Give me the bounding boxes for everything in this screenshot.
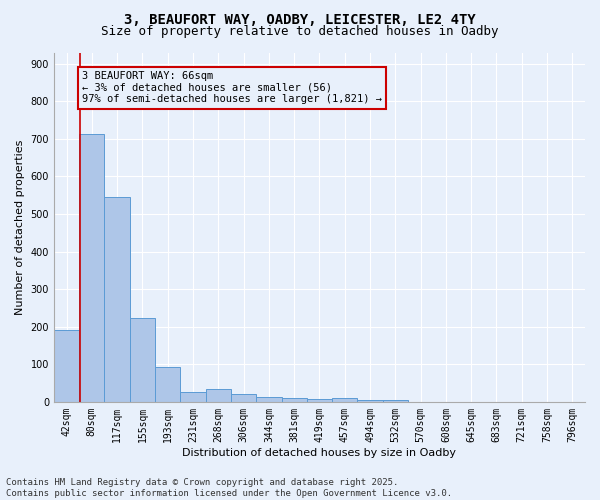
- Bar: [54, 330, 79, 402]
- Bar: [231, 394, 256, 402]
- Bar: [307, 399, 332, 402]
- Bar: [181, 392, 206, 402]
- Bar: [383, 400, 408, 402]
- Text: Size of property relative to detached houses in Oadby: Size of property relative to detached ho…: [101, 25, 499, 38]
- X-axis label: Distribution of detached houses by size in Oadby: Distribution of detached houses by size …: [182, 448, 457, 458]
- Bar: [332, 398, 358, 402]
- Bar: [256, 396, 281, 402]
- Text: 3, BEAUFORT WAY, OADBY, LEICESTER, LE2 4TY: 3, BEAUFORT WAY, OADBY, LEICESTER, LE2 4…: [124, 12, 476, 26]
- Bar: [206, 388, 231, 402]
- Bar: [79, 134, 104, 402]
- Y-axis label: Number of detached properties: Number of detached properties: [15, 140, 25, 315]
- Bar: [104, 197, 130, 402]
- Text: Contains HM Land Registry data © Crown copyright and database right 2025.
Contai: Contains HM Land Registry data © Crown c…: [6, 478, 452, 498]
- Bar: [281, 398, 307, 402]
- Text: 3 BEAUFORT WAY: 66sqm
← 3% of detached houses are smaller (56)
97% of semi-detac: 3 BEAUFORT WAY: 66sqm ← 3% of detached h…: [82, 72, 382, 104]
- Bar: [130, 318, 155, 402]
- Bar: [155, 367, 181, 402]
- Bar: [358, 400, 383, 402]
